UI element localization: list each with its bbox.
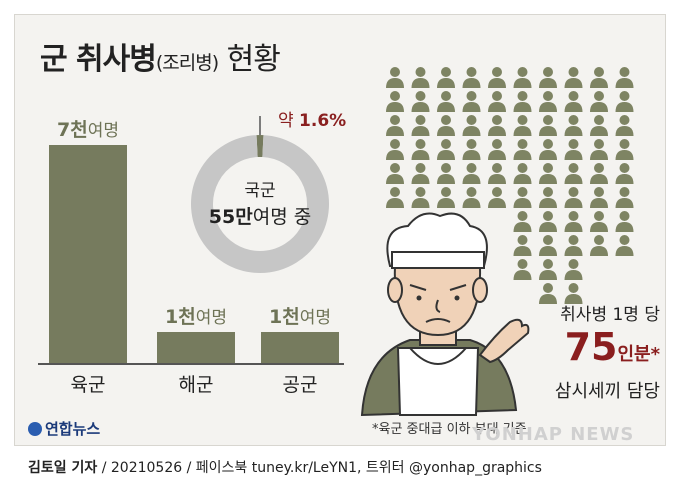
donut-slice-label: 약 1.6% [278, 106, 346, 131]
bar-value-unit: 여명 [195, 307, 227, 328]
bar-1 [49, 145, 127, 363]
bar-value-unit: 여명 [299, 307, 331, 328]
bar-category-label: 해군 [178, 374, 214, 396]
logo-icon [28, 422, 42, 436]
ratio-callout: 취사병 1명 당 75인분* 삼시세끼 담당 [490, 300, 660, 403]
bar-category-label: 육군 [70, 374, 106, 396]
title-paren: (조리병) [155, 52, 219, 74]
bar-3 [261, 331, 339, 363]
title-tail: 현황 [218, 42, 281, 77]
donut-center-line1: 국군 [244, 181, 276, 201]
ratio-line1: 취사병 1명 당 [560, 305, 660, 325]
footnote: *육군 중대급 이하 부대 기준 [372, 422, 527, 437]
logo-text: 연합뉴스 [45, 420, 101, 438]
bar-value-label: 1천여명 [269, 302, 331, 329]
bar-2 [157, 331, 235, 363]
donut-center-label: 국군 55만여명 중 [190, 178, 330, 230]
ratio-line3: 삼시세끼 담당 [554, 381, 660, 402]
watermark: YONHAP NEWS [472, 424, 635, 445]
bar-value-label: 1천여명 [165, 302, 227, 329]
bar-baseline [38, 363, 344, 365]
title-main: 군 취사병 [40, 42, 157, 77]
credit-rest: / 20210526 / 페이스북 tuney.kr/LeYN1, 트위터 @y… [97, 460, 542, 476]
bar-value-number: 1천 [269, 305, 300, 328]
ratio-unit: 인분* [617, 344, 660, 365]
donut-slice-value: 1.6% [299, 111, 347, 131]
ratio-number: 75 [564, 325, 618, 369]
logo: 연합뉴스 [28, 418, 100, 439]
donut-center-num: 55만 [208, 206, 253, 228]
bar-value-label: 7천여명 [57, 115, 119, 142]
donut-center-rest: 여명 중 [252, 206, 312, 228]
bar-category-label: 공군 [282, 374, 318, 396]
donut-slice-prefix: 약 [278, 111, 300, 131]
bar-value-number: 1천 [165, 305, 196, 328]
bar-value-unit: 여명 [87, 121, 119, 141]
credit-line: 김토일 기자 / 20210526 / 페이스북 tuney.kr/LeYN1,… [28, 457, 542, 477]
credit-author: 김토일 기자 [28, 460, 98, 476]
bar-value-number: 7천 [57, 119, 88, 141]
page-title: 군 취사병(조리병) 현황 [40, 34, 281, 78]
